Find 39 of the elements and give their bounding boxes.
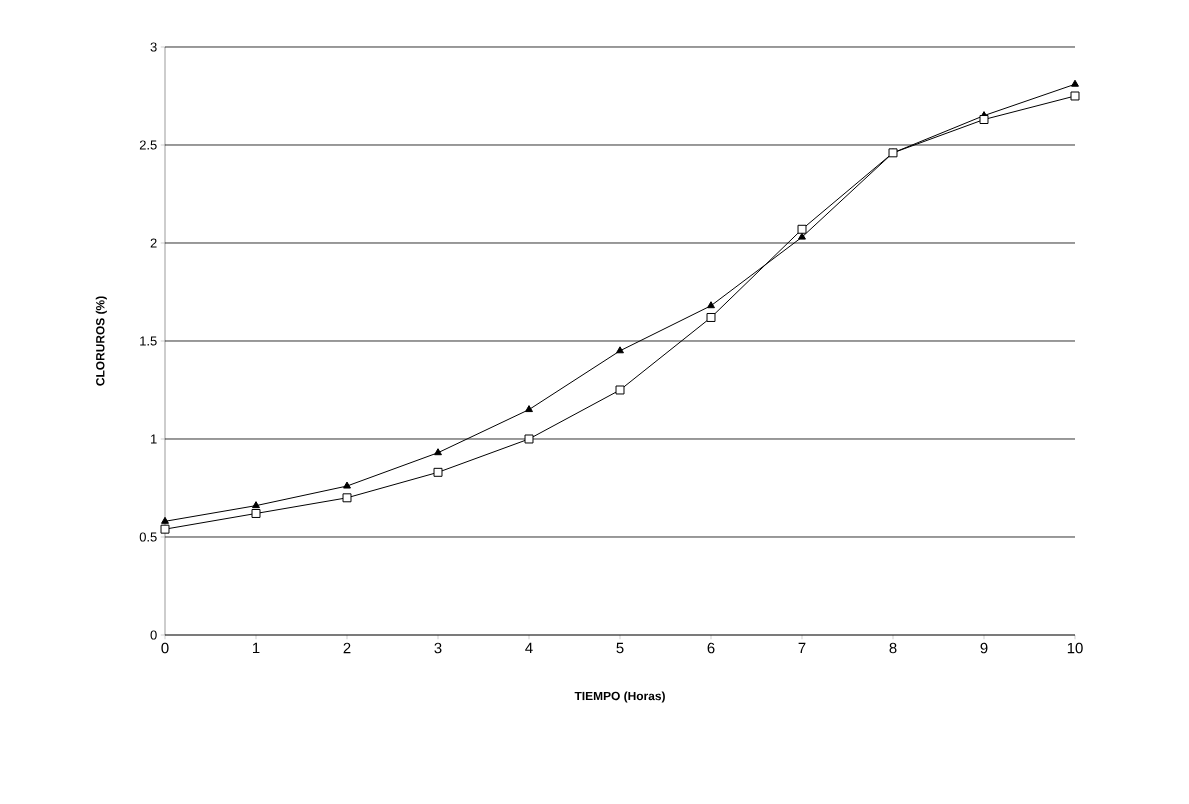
y-tick-label: 2.5 — [139, 140, 157, 150]
x-tick-label: 6 — [707, 642, 715, 654]
point — [798, 232, 806, 240]
point — [251, 508, 261, 518]
point — [1070, 91, 1080, 101]
x-tick-label: 0 — [161, 642, 169, 654]
point — [160, 524, 170, 534]
point — [161, 516, 169, 524]
y-tick-label: 0.5 — [139, 532, 157, 542]
point — [797, 224, 807, 234]
point — [616, 346, 624, 354]
x-tick-label: 8 — [889, 642, 897, 654]
x-tick-label: 2 — [343, 642, 351, 654]
x-tick-label: 10 — [1067, 642, 1083, 654]
x-tick-label: 3 — [434, 642, 442, 654]
point — [252, 501, 260, 509]
point — [342, 493, 352, 503]
x-axis-title: TIEMPO (Horas) — [574, 691, 665, 703]
x-tick-label: 9 — [980, 642, 988, 654]
point — [524, 434, 534, 444]
point — [343, 481, 351, 489]
x-tick-label: 1 — [252, 642, 260, 654]
point — [707, 301, 715, 309]
point — [1071, 79, 1079, 87]
point — [525, 405, 533, 413]
point — [615, 385, 625, 395]
point — [433, 467, 443, 477]
point — [706, 312, 716, 322]
y-tick-label: 1.5 — [140, 336, 157, 346]
y-tick-label: 1 — [151, 434, 157, 444]
point — [979, 115, 989, 124]
y-tick-label: 0 — [150, 630, 157, 640]
y-tick-label: 2 — [150, 238, 157, 248]
x-tick-label: 5 — [616, 642, 624, 654]
y-tick-label: 3 — [150, 42, 157, 52]
y-axis-title: CLORUROS (%) — [95, 296, 107, 386]
point — [434, 448, 442, 456]
x-tick-label: 7 — [798, 642, 806, 654]
x-tick-label: 4 — [525, 642, 533, 654]
